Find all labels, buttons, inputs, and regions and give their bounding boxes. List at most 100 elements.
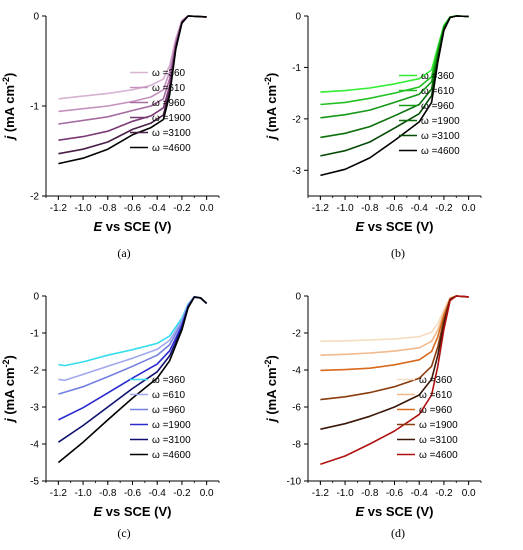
- legend-label: ω =360: [421, 71, 455, 82]
- x-tick-label: -0.2: [173, 488, 191, 499]
- series-line-5: [320, 15, 469, 177]
- x-tick-label: -1.2: [50, 488, 68, 499]
- series-line-5: [58, 15, 207, 165]
- x-tick-label: -1.2: [312, 203, 330, 214]
- caption-a: (a): [117, 246, 131, 260]
- y-axis-label: j (mA cm-2): [1, 355, 17, 424]
- x-tick-label: 0.0: [200, 488, 214, 499]
- x-tick-label: -1.0: [336, 488, 354, 499]
- x-tick-label: -0.6: [386, 488, 404, 499]
- x-axis-label: E vs SCE (V): [93, 504, 171, 519]
- x-tick-label: -1.2: [50, 203, 68, 214]
- legend-label: ω =960: [419, 405, 453, 416]
- x-axis-label: E vs SCE (V): [93, 219, 171, 234]
- caption-c: (c): [117, 526, 131, 540]
- legend-label: ω =610: [152, 83, 186, 94]
- legend-label: ω =360: [419, 375, 453, 386]
- legend-label: ω =960: [152, 405, 186, 416]
- legend-label: ω =3100: [152, 435, 191, 446]
- y-tick-label: -2: [292, 329, 301, 340]
- chart-b: -1.2 -1.0 -0.8 -0.6 -0.4 -0.2 0.0 -3 -2 -1 0 E vs S…: [263, 12, 482, 234]
- y-tick-label: 0: [295, 12, 301, 23]
- x-axis-label: E vs SCE (V): [355, 219, 433, 234]
- legend-label: ω =360: [152, 375, 186, 386]
- x-tick-label: -0.8: [99, 203, 117, 214]
- y-tick-label: 0: [33, 292, 39, 303]
- panel-d: -1.2 -1.0 -0.8 -0.6 -0.4 -0.2 0.0 -10 -8 -6 -4 -2 0 E…: [262, 280, 522, 525]
- y-tick-label: -10: [287, 477, 302, 488]
- y-tick-label: -6: [292, 403, 301, 414]
- x-tick-label: -0.8: [361, 488, 379, 499]
- y-tick-label: -3: [292, 166, 301, 177]
- x-axis-label: E vs SCE (V): [355, 504, 433, 519]
- legend-label: ω =4600: [152, 450, 191, 461]
- y-tick-label: 0: [295, 292, 301, 303]
- x-tick-label: -0.2: [435, 488, 453, 499]
- x-tick-label: -0.6: [124, 203, 142, 214]
- y-tick-label: -8: [292, 440, 301, 451]
- y-tick-label: -2: [30, 366, 39, 377]
- x-tick-label: -1.0: [74, 488, 92, 499]
- x-tick-label: -1.0: [74, 203, 92, 214]
- legend-label: ω =1900: [152, 420, 191, 431]
- legend-label: ω =3100: [421, 131, 460, 142]
- caption-b: (b): [391, 246, 405, 260]
- panel-b: -1.2 -1.0 -0.8 -0.6 -0.4 -0.2 0.0 -3 -2 -1 0 E vs S…: [262, 0, 522, 245]
- x-tick-label: -0.4: [411, 488, 429, 499]
- legend-label: ω =610: [152, 390, 186, 401]
- legend-label: ω =3100: [419, 435, 458, 446]
- y-axis-label: j (mA cm-2): [263, 355, 279, 424]
- x-tick-label: -0.6: [386, 203, 404, 214]
- chart-a: -1.2 -1.0 -0.8 -0.6 -0.4 -0.2 0.0 -2 -1 0 E vs SCE…: [1, 12, 220, 234]
- legend-label: ω =4600: [419, 450, 458, 461]
- series-line-0: [58, 295, 208, 367]
- axes: -1.2 -1.0 -0.8 -0.6 -0.4 -0.2 0.0 -3 -2 -1 0: [292, 12, 482, 214]
- series-line-1: [58, 295, 208, 382]
- legend-label: ω =1900: [419, 420, 458, 431]
- x-tick-label: 0.0: [462, 488, 476, 499]
- legend-label: ω =360: [152, 68, 186, 79]
- series-line-5: [57, 296, 208, 464]
- panel-c: -1.2 -1.0 -0.8 -0.6 -0.4 -0.2 0.0 -5 -4 -3 -2 -1 0 E …: [0, 280, 260, 525]
- x-tick-label: -0.4: [411, 203, 429, 214]
- y-tick-label: -5: [30, 477, 39, 488]
- x-tick-label: -0.8: [99, 488, 117, 499]
- caption-d: (d): [391, 526, 405, 540]
- legend-label: ω =1900: [421, 116, 460, 127]
- x-tick-label: -0.2: [435, 203, 453, 214]
- panel-a: -1.2 -1.0 -0.8 -0.6 -0.4 -0.2 0.0 -2 -1 0 E vs SCE…: [0, 0, 260, 245]
- series-line-2: [320, 295, 469, 372]
- y-tick-label: -1: [30, 329, 39, 340]
- x-tick-label: 0.0: [462, 203, 476, 214]
- x-tick-label: -0.4: [149, 203, 167, 214]
- legend-label: ω =3100: [152, 128, 191, 139]
- series-line-1: [320, 295, 469, 356]
- x-tick-label: -1.0: [336, 203, 354, 214]
- axes: -1.2 -1.0 -0.8 -0.6 -0.4 -0.2 0.0 -5 -4 -3 -2 -1 0: [30, 292, 220, 499]
- y-tick-label: -1: [30, 102, 39, 113]
- axes: -1.2 -1.0 -0.8 -0.6 -0.4 -0.2 0.0 -2 -1 0: [30, 12, 220, 214]
- y-tick-label: -3: [30, 403, 39, 414]
- y-axis-label: j (mA cm-2): [1, 73, 17, 142]
- x-tick-label: -1.2: [312, 488, 330, 499]
- x-tick-label: -0.2: [173, 203, 191, 214]
- x-tick-label: -0.4: [149, 488, 167, 499]
- y-tick-label: -1: [292, 63, 301, 74]
- x-tick-label: 0.0: [200, 203, 214, 214]
- chart-d: -1.2 -1.0 -0.8 -0.6 -0.4 -0.2 0.0 -10 -8 -6 -4 -2 0 E…: [263, 292, 482, 519]
- axes: -1.2 -1.0 -0.8 -0.6 -0.4 -0.2 0.0 -10 -8 -6 -4 -2 0: [287, 292, 482, 499]
- legend-label: ω =960: [421, 101, 455, 112]
- y-tick-label: -2: [30, 192, 39, 203]
- series-line-5: [320, 295, 469, 466]
- legend-label: ω =4600: [152, 143, 191, 154]
- y-tick-label: -4: [292, 366, 301, 377]
- legend-label: ω =4600: [421, 146, 460, 157]
- legend-label: ω =1900: [152, 113, 191, 124]
- x-tick-label: -0.6: [124, 488, 142, 499]
- legend-label: ω =610: [421, 86, 455, 97]
- chart-c: -1.2 -1.0 -0.8 -0.6 -0.4 -0.2 0.0 -5 -4 -3 -2 -1 0 E …: [1, 292, 220, 519]
- y-tick-label: 0: [33, 12, 39, 23]
- y-axis-label: j (mA cm-2): [263, 73, 279, 142]
- y-tick-label: -4: [30, 440, 39, 451]
